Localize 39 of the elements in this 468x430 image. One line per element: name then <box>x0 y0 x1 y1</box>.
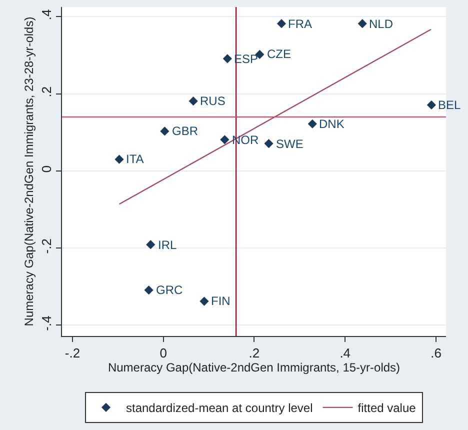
point <box>188 96 198 106</box>
annotation: FRA <box>288 17 312 31</box>
annotation: RUS <box>200 94 226 108</box>
y-axis-title: Numeracy Gap(Native-2ndGen Immigrants, 23-28-yr-olds) <box>22 16 36 326</box>
legend-label: standardized-mean at country level <box>126 401 313 416</box>
point <box>160 126 170 136</box>
x-tick-label: -.2 <box>64 346 80 361</box>
point <box>276 19 286 28</box>
annotation: FIN <box>211 294 230 308</box>
point <box>144 286 154 295</box>
x-axis-title: Numeracy Gap(Native-2ndGen Immigrants, 15-yr-olds) <box>108 360 400 375</box>
point <box>222 54 232 64</box>
annotation: SWE <box>276 137 304 151</box>
legend-label: fitted value <box>358 401 416 416</box>
x-tick-label: .4 <box>340 346 351 361</box>
y-tick-label: .4 <box>38 9 54 20</box>
annotation: CZE <box>267 47 291 61</box>
point <box>308 119 317 128</box>
annotation: GBR <box>172 124 198 138</box>
x-tick-label: .2 <box>248 346 260 361</box>
x-tick-label: 0 <box>160 346 167 361</box>
point <box>200 296 209 306</box>
x-tick-label: .6 <box>430 346 442 361</box>
point <box>264 138 274 148</box>
point <box>426 100 436 110</box>
y-tick-label: .2 <box>38 86 54 98</box>
annotation: ITA <box>126 152 144 166</box>
y-tick-label: -.4 <box>38 316 54 331</box>
point <box>146 240 156 250</box>
point <box>114 154 124 164</box>
annotation: BEL <box>438 98 462 112</box>
annotation: GRC <box>156 283 183 297</box>
point <box>220 135 230 144</box>
point <box>358 19 367 28</box>
annotation: IRL <box>158 238 177 252</box>
annotation: NLD <box>369 17 394 31</box>
y-tick-label: -.2 <box>38 238 54 254</box>
annotation: DNK <box>319 117 344 131</box>
y-tick-label: 0 <box>38 165 54 173</box>
